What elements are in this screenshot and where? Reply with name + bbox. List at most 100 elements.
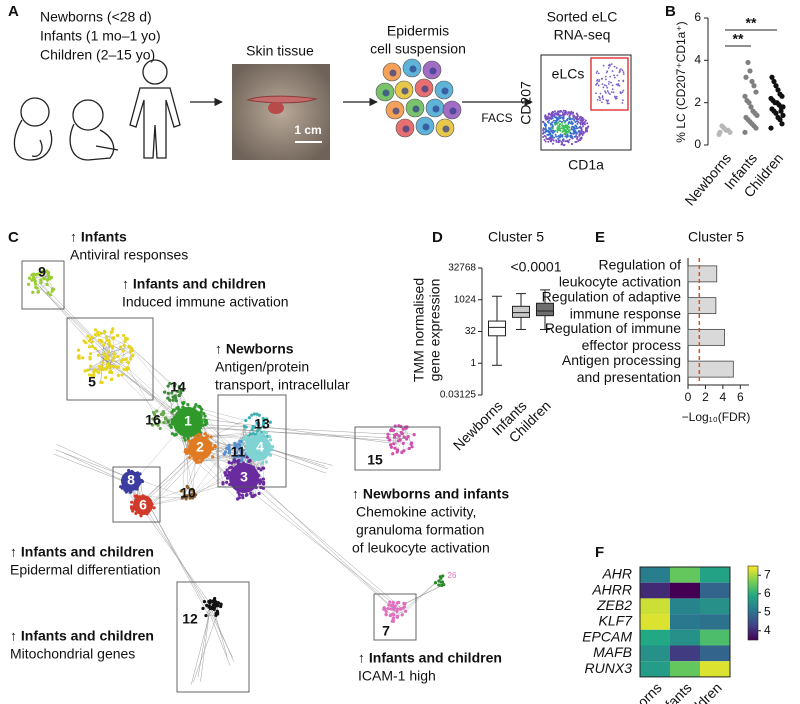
facs-dot: [552, 129, 555, 132]
colorbar-tick-label: 6: [764, 586, 771, 600]
facs-dot: [620, 92, 622, 95]
node: [250, 427, 254, 432]
facs-dot: [551, 131, 554, 134]
node: [111, 358, 115, 362]
facs-dot: [613, 76, 616, 79]
heatmap-cell: [640, 661, 670, 677]
node: [109, 365, 113, 369]
heatmap-cell: [670, 567, 700, 583]
facs-dot: [552, 142, 555, 145]
facs-dot: [611, 84, 614, 87]
node: [204, 613, 208, 618]
facs-dot: [608, 80, 610, 83]
cluster-core: [229, 463, 259, 493]
node: [92, 370, 96, 374]
y-tick-label: 4: [694, 53, 701, 67]
facs-dot: [558, 111, 561, 114]
data-point: [749, 78, 755, 85]
node: [226, 473, 230, 477]
facs-dot: [560, 121, 563, 124]
edge: [210, 430, 258, 438]
data-point: [777, 91, 783, 97]
cell-nucleus: [429, 67, 437, 75]
facs-dot: [601, 101, 603, 104]
node: [97, 333, 101, 337]
node: [194, 459, 198, 464]
node: [227, 460, 231, 465]
facs-dot: [622, 71, 625, 73]
node: [248, 432, 252, 436]
panel-label: A: [8, 3, 19, 20]
node: [221, 482, 225, 486]
facs-dot: [546, 115, 549, 118]
node: [388, 600, 392, 604]
node: [155, 409, 159, 413]
node: [90, 344, 94, 349]
edge: [192, 482, 235, 495]
facs-dot: [564, 125, 567, 128]
node: [40, 269, 45, 273]
node: [258, 481, 262, 485]
facs-dot: [598, 95, 600, 98]
node: [130, 500, 134, 504]
facs-dot: [545, 130, 548, 133]
data-point: [744, 97, 750, 104]
node: [171, 398, 175, 402]
node: [253, 425, 257, 429]
node: [170, 391, 174, 395]
node: [176, 389, 180, 393]
node: [237, 447, 241, 451]
node: [99, 368, 103, 372]
node: [397, 600, 401, 605]
facs-dot: [613, 65, 616, 68]
edge: [40, 288, 106, 353]
x-axis-label: −Log₁₀(FDR): [682, 410, 751, 424]
facs-dot: [564, 109, 567, 112]
cell-nucleus: [449, 107, 457, 115]
facs-dot: [595, 72, 598, 74]
facs-dot: [551, 114, 554, 117]
colorbar-tick-label: 4: [764, 623, 771, 637]
step-label: Epidermis: [387, 23, 449, 39]
facs-dot: [575, 135, 578, 138]
node: [117, 365, 121, 369]
node: [439, 576, 443, 580]
node: [238, 439, 242, 443]
facs-dot: [564, 112, 567, 115]
facs-dot: [548, 113, 551, 116]
facs-dot: [610, 63, 613, 66]
node: [26, 282, 31, 286]
node: [102, 329, 107, 333]
facs-dot: [573, 131, 576, 134]
infant-icon: [69, 99, 119, 161]
node: [400, 613, 404, 617]
node: [35, 286, 39, 290]
node: [257, 413, 261, 417]
heatmap-cell: [640, 614, 670, 630]
data-point: [768, 125, 774, 131]
annotation: <0.0001: [511, 259, 562, 275]
node: [391, 617, 395, 621]
data-point: [779, 121, 785, 127]
x-tick-label: 0: [685, 390, 692, 404]
edge: [393, 430, 415, 435]
facs-dot: [551, 113, 554, 116]
facs-dot: [597, 80, 600, 83]
node: [89, 364, 93, 368]
node: [87, 373, 92, 377]
facs-dot: [583, 121, 586, 124]
facs-dot: [601, 96, 604, 99]
cluster-label: 2: [196, 439, 204, 455]
heatmap-frame: [639, 566, 731, 678]
heatmap-cell: [700, 629, 730, 646]
cluster-box: [176, 581, 250, 693]
node: [105, 364, 109, 368]
cluster-label: 4: [256, 439, 264, 455]
facs-dot: [607, 83, 610, 85]
edge: [215, 446, 224, 483]
cluster-label: 1: [184, 413, 192, 429]
facs-dot: [606, 86, 609, 89]
node: [163, 390, 167, 394]
facs-dot: [550, 139, 553, 142]
facs-dot: [586, 130, 589, 133]
